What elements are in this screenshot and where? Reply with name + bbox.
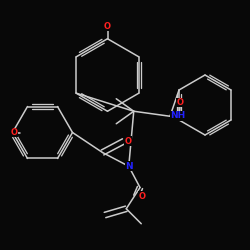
Text: O: O [125, 137, 132, 146]
Text: NH: NH [170, 111, 186, 120]
Text: O: O [138, 192, 145, 201]
Text: N: N [125, 162, 132, 171]
Text: O: O [177, 98, 184, 107]
Text: O: O [10, 128, 17, 137]
Text: O: O [104, 22, 111, 31]
